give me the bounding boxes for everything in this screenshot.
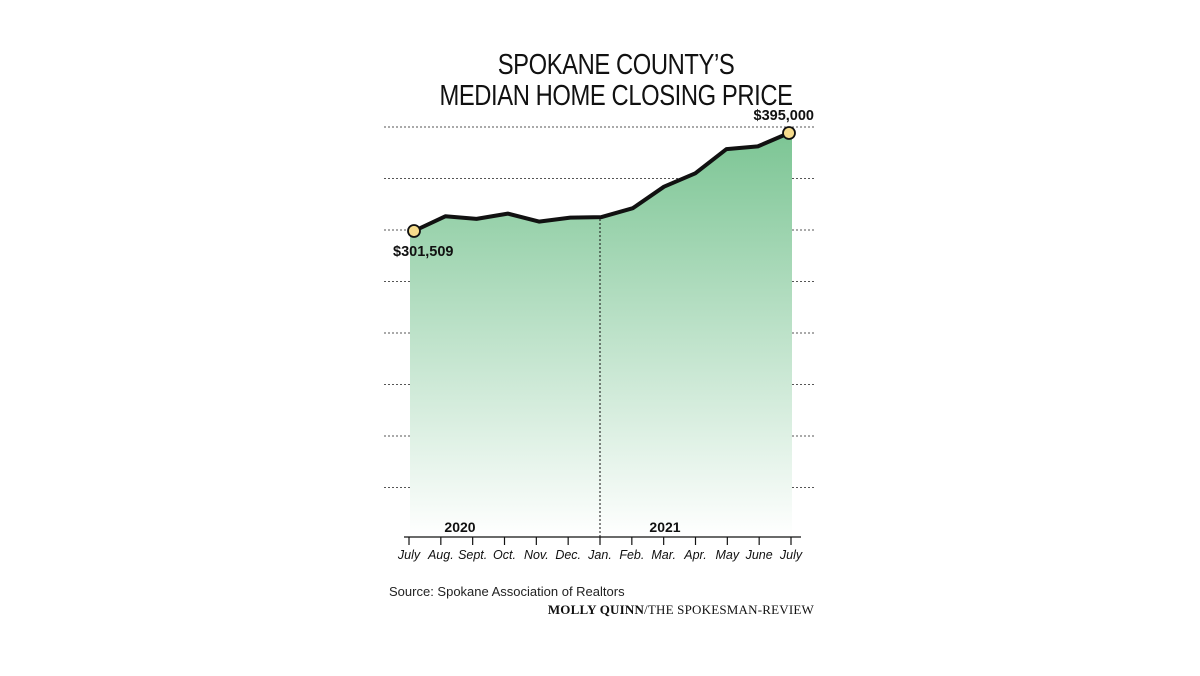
credit-line: MOLLY QUINN/THE SPOKESMAN-REVIEW xyxy=(548,602,814,618)
x-tick-label: Jan. xyxy=(587,548,612,562)
x-tick-label: Sept. xyxy=(458,548,487,562)
markers: $301,509 $395,000 xyxy=(393,108,814,260)
x-tick-label: Dec. xyxy=(555,548,581,562)
x-tick-label: July xyxy=(397,548,421,562)
x-tick-label: July xyxy=(779,548,803,562)
chart-title-line-1: SPOKANE COUNTY’S xyxy=(497,49,735,81)
data-label: $301,509 xyxy=(393,244,453,260)
x-tick-label: Apr. xyxy=(683,548,706,562)
x-axis: July Aug. Sept. Oct. Nov. Dec. Jan. Feb. Mar. Apr… xyxy=(397,219,803,562)
series-line xyxy=(412,131,791,233)
area-fill xyxy=(410,133,792,537)
x-tick-label: May xyxy=(716,548,740,562)
source-note: Source: Spokane Association of Realtors xyxy=(389,584,625,599)
endpoint-marker xyxy=(782,126,796,140)
x-tick-label: Aug. xyxy=(427,548,454,562)
chart-title-line-2: MEDIAN HOME CLOSING PRICE xyxy=(439,80,793,112)
endpoint-marker xyxy=(407,224,421,238)
chart-title: SPOKANE COUNTY’S MEDIAN HOME CLOSING PRI… xyxy=(439,50,793,112)
year-label: 2020 xyxy=(444,519,475,535)
x-tick-label: June xyxy=(745,548,773,562)
x-tick-label: Mar. xyxy=(651,548,676,562)
data-label: $395,000 xyxy=(754,108,814,124)
credit-name: MOLLY QUINN xyxy=(547,602,645,617)
credit-outlet: /THE SPOKESMAN-REVIEW xyxy=(644,602,814,617)
x-tick-label: Feb. xyxy=(619,548,644,562)
year-label: 2021 xyxy=(649,519,680,535)
x-tick-label: Oct. xyxy=(493,548,516,562)
x-tick-label: Nov. xyxy=(524,548,549,562)
